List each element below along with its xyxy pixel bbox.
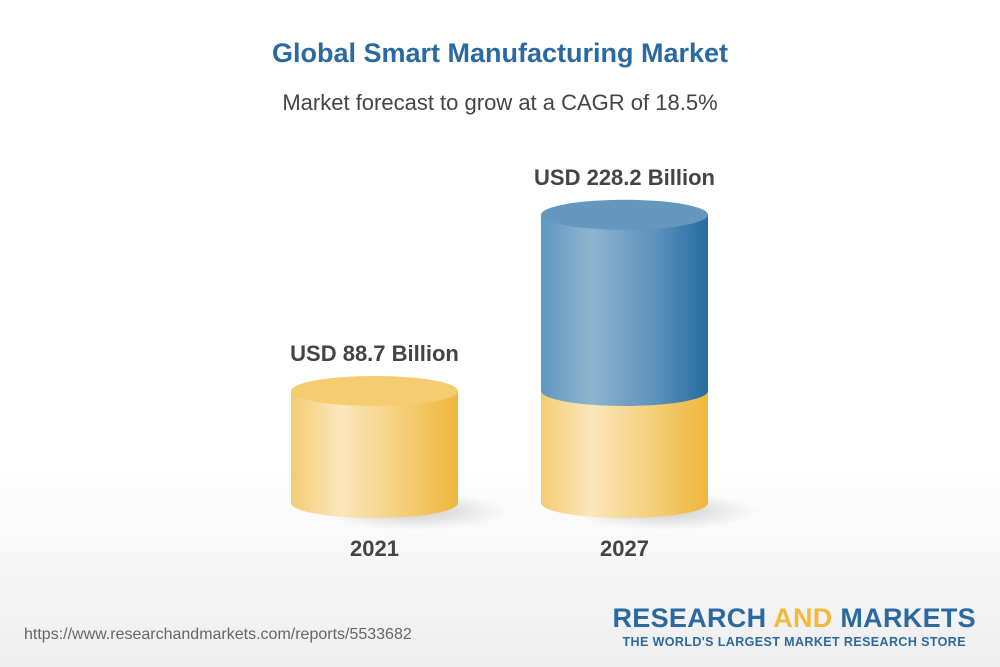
category-label-2027: 2027	[600, 536, 649, 561]
chart-title: Global Smart Manufacturing Market	[271, 38, 729, 68]
cylinder-chart: USD 88.7 Billion 2021 USD 228.2 Billion 202…	[290, 165, 758, 561]
cylinder-top-2021	[291, 375, 458, 406]
data-label-2021: USD 88.7 Billion	[290, 341, 459, 366]
chart-subtitle: Market forecast to grow at a CAGR of 18.…	[282, 90, 718, 115]
category-label-2021: 2021	[350, 536, 399, 561]
logo-text-3: MARKETS	[832, 603, 976, 633]
cylinder-segment-base-2027	[541, 390, 708, 519]
cylinder-segment-base-2021	[291, 390, 458, 519]
data-label-2027: USD 228.2 Billion	[534, 165, 715, 190]
cylinder-segment-growth-2027	[541, 214, 708, 406]
logo-text-2: AND	[773, 603, 833, 633]
logo-text-1: RESEARCH	[612, 603, 774, 633]
research-and-markets-logo: RESEARCH AND MARKETS THE WORLD'S LARGEST…	[612, 604, 976, 649]
logo-tagline: THE WORLD'S LARGEST MARKET RESEARCH STOR…	[622, 635, 966, 649]
report-url[interactable]: https://www.researchandmarkets.com/repor…	[24, 626, 412, 643]
cylinder-top-2027	[541, 199, 708, 230]
